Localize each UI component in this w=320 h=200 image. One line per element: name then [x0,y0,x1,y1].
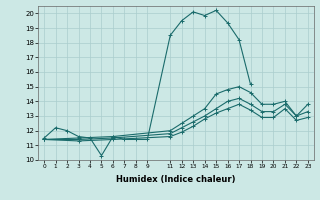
X-axis label: Humidex (Indice chaleur): Humidex (Indice chaleur) [116,175,236,184]
